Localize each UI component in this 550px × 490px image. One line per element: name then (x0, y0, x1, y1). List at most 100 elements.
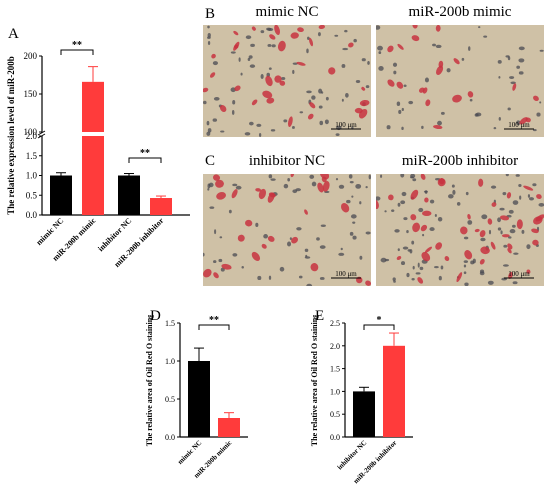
cell-dot (247, 57, 251, 61)
lipid-droplet (290, 32, 299, 39)
cell-dot (479, 269, 485, 274)
lipid-droplet (233, 30, 239, 36)
cell-dot (298, 275, 303, 279)
cell-dot (503, 244, 508, 248)
significance-bracket (60, 49, 94, 55)
cell-dot (497, 217, 501, 223)
cell-dot (241, 265, 244, 269)
cell-dot (406, 230, 409, 234)
lipid-droplet (438, 60, 444, 68)
cell-dot (376, 25, 381, 30)
cell-dot (311, 95, 316, 100)
cell-dot (400, 174, 405, 178)
cell-dot (483, 35, 488, 38)
cell-dot (305, 254, 308, 258)
cell-dot (497, 227, 502, 231)
lipid-droplet (245, 219, 253, 227)
lipid-droplet (420, 174, 426, 180)
cell-dot (306, 283, 313, 286)
bar-inhibitor-nc (353, 391, 375, 437)
cell-dot (346, 199, 351, 204)
bar-mir-200b-mimic-upper (82, 81, 104, 132)
cell-dot (271, 44, 276, 48)
lipid-droplet (279, 80, 286, 86)
cell-dot (424, 190, 428, 194)
lipid-droplet (479, 259, 485, 265)
lipid-droplet (453, 58, 460, 65)
cell-dot (467, 220, 473, 225)
cell-dot (352, 221, 356, 224)
cell-dot (461, 57, 465, 61)
cell-dot (513, 252, 519, 255)
cell-dot (289, 237, 292, 241)
cell-dot (208, 182, 214, 188)
cell-dot (480, 237, 486, 242)
y-tick-label: 150 (24, 89, 38, 99)
cell-dot (244, 132, 251, 136)
lipid-droplet (460, 226, 468, 235)
cell-dot (394, 229, 400, 233)
y-tick-label: 1.0 (26, 171, 38, 181)
lipid-droplet (266, 97, 275, 104)
lipid-droplet (410, 214, 417, 221)
cell-dot (411, 278, 415, 281)
cell-dot (532, 129, 537, 132)
lipid-droplet (526, 269, 531, 274)
cell-dot (213, 96, 220, 101)
lipid-droplet (211, 53, 216, 59)
cell-dot (214, 229, 217, 235)
significance-label: * (377, 315, 382, 326)
panel-letter-c: C (205, 153, 216, 169)
cell-dot (207, 128, 212, 133)
lipid-droplet (319, 174, 330, 180)
cell-dot (270, 178, 276, 181)
cell-dot (538, 202, 544, 207)
cell-dot (257, 275, 262, 281)
cell-dot (397, 202, 401, 207)
y-tick-label: 0.5 (330, 410, 340, 419)
lipid-droplet (341, 203, 350, 213)
lipid-droplet (533, 95, 539, 102)
cell-dot (392, 62, 398, 67)
lipid-droplet (296, 61, 306, 66)
cell-dot (448, 194, 454, 199)
lipid-droplet (309, 37, 314, 47)
cell-dot (319, 120, 324, 126)
scale-bar-label: 100 μm (335, 121, 357, 129)
lipid-droplet (412, 222, 421, 233)
cell-dot (231, 109, 235, 115)
lipid-droplet (387, 45, 394, 53)
cell-dot (283, 183, 289, 189)
cell-dot (384, 210, 387, 213)
lipid-droplet (274, 75, 282, 83)
cell-dot (338, 184, 345, 189)
cell-dot (488, 229, 492, 235)
cell-dot (324, 119, 329, 125)
cell-dot (407, 249, 411, 252)
cell-dot (270, 129, 276, 132)
cell-dot (403, 217, 408, 221)
cell-dot (376, 196, 381, 201)
lipid-droplet (215, 179, 224, 188)
cell-dot (386, 125, 391, 130)
bar-inhibitor-nc (118, 175, 140, 215)
cell-dot (515, 174, 520, 177)
cell-dot (345, 92, 349, 98)
cell-dot (507, 236, 512, 239)
cell-dot (500, 230, 503, 235)
lipid-droplet (213, 272, 219, 279)
cell-dot (463, 271, 467, 275)
lipid-droplet (523, 185, 534, 191)
lipid-droplet (433, 124, 443, 130)
lipid-droplet (290, 174, 295, 178)
micrograph-mir200b-mimic: 100 μm (376, 25, 544, 137)
cell-dot (378, 51, 382, 54)
cell-dot (268, 67, 272, 70)
cell-dot (509, 76, 515, 79)
lipid-droplet (328, 67, 336, 75)
bar-mir-200b-mimic (218, 418, 240, 437)
cell-dot (296, 227, 302, 231)
y-axis-label: The relative expression level of miR-200… (6, 56, 16, 214)
lipid-droplet (262, 90, 273, 99)
cell-dot (318, 105, 323, 109)
